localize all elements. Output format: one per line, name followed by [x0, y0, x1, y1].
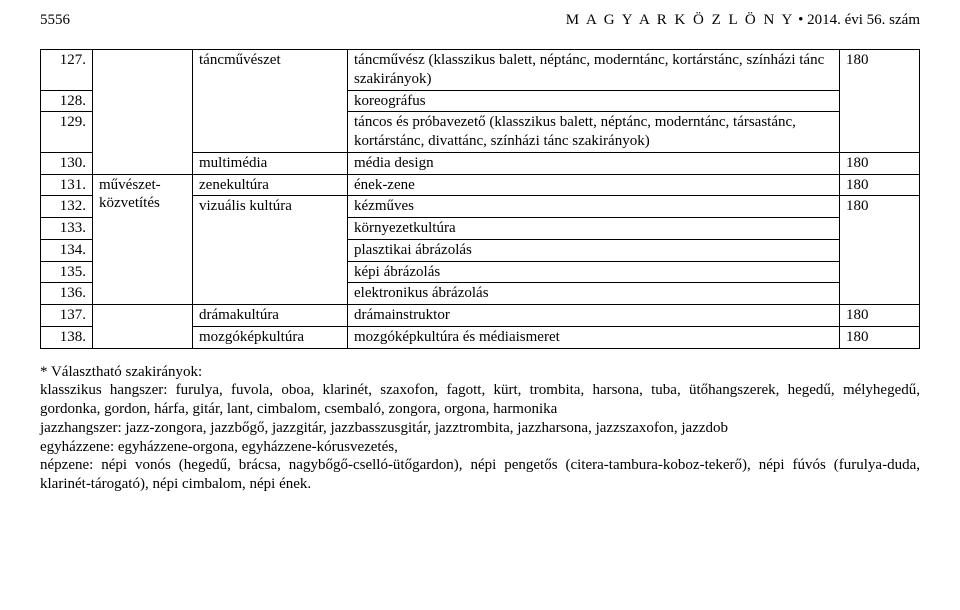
- cell-blank: [93, 305, 193, 349]
- cell-c5: 180: [840, 152, 920, 174]
- row-num: 135.: [41, 261, 93, 283]
- cell-c5: 180: [840, 174, 920, 196]
- cell-c4: ének-zene: [348, 174, 840, 196]
- footnote-line: népzene: népi vonós (hegedű, brácsa, nag…: [40, 456, 920, 494]
- publication-name: M A G Y A R K Ö Z L Ö N Y: [566, 12, 795, 28]
- page-number: 5556: [40, 12, 70, 29]
- cell-c3: táncművészet: [193, 50, 348, 153]
- row-num: 130.: [41, 152, 93, 174]
- footnote-line: klasszikus hangszer: furulya, fuvola, ob…: [40, 381, 920, 419]
- publication-title: M A G Y A R K Ö Z L Ö N Y • 2014. évi 56…: [566, 12, 920, 29]
- row-num: 138.: [41, 326, 93, 348]
- row-num: 132.: [41, 196, 93, 218]
- cell-c4: drámainstruktor: [348, 305, 840, 327]
- row-num: 129.: [41, 112, 93, 153]
- cell-c4: táncos és próbavezető (klasszikus balett…: [348, 112, 840, 153]
- table-row: 131. művészet-közvetítés zenekultúra éne…: [41, 174, 920, 196]
- cell-c5: 180: [840, 50, 920, 153]
- cell-c4: táncművész (klasszikus balett, néptánc, …: [348, 50, 840, 91]
- row-num: 128.: [41, 90, 93, 112]
- cell-c3: vizuális kultúra: [193, 196, 348, 305]
- footnote-line: egyházzene: egyházzene-orgona, egyházzen…: [40, 438, 920, 457]
- row-num: 133.: [41, 218, 93, 240]
- row-num: 134.: [41, 239, 93, 261]
- cell-blank: [93, 50, 193, 175]
- cell-c5: 180: [840, 305, 920, 327]
- cell-c4: plasztikai ábrázolás: [348, 239, 840, 261]
- cell-c3: zenekultúra: [193, 174, 348, 196]
- table-row: 127. táncművészet táncművész (klasszikus…: [41, 50, 920, 91]
- footnote-block: * Választható szakirányok: klasszikus ha…: [40, 363, 920, 494]
- cell-c4: média design: [348, 152, 840, 174]
- row-num: 136.: [41, 283, 93, 305]
- footnote-line: jazzhangszer: jazz-zongora, jazzbőgő, ja…: [40, 419, 920, 438]
- table-row: 137. drámakultúra drámainstruktor 180: [41, 305, 920, 327]
- cell-c4: környezetkultúra: [348, 218, 840, 240]
- cell-c4: mozgóképkultúra és médiaismeret: [348, 326, 840, 348]
- cell-c4: képi ábrázolás: [348, 261, 840, 283]
- cell-c2: művészet-közvetítés: [93, 174, 193, 305]
- cell-c3: drámakultúra: [193, 305, 348, 327]
- cell-c4: koreográfus: [348, 90, 840, 112]
- cell-c4: kézműves: [348, 196, 840, 218]
- cell-c3: mozgóképkultúra: [193, 326, 348, 348]
- publication-issue: • 2014. évi 56. szám: [794, 12, 920, 28]
- cell-c3: multimédia: [193, 152, 348, 174]
- cell-c5: 180: [840, 326, 920, 348]
- cell-c5: 180: [840, 196, 920, 305]
- data-table: 127. táncművészet táncművész (klasszikus…: [40, 49, 920, 349]
- page-header: 5556 M A G Y A R K Ö Z L Ö N Y • 2014. é…: [40, 12, 920, 29]
- cell-c4: elektronikus ábrázolás: [348, 283, 840, 305]
- row-num: 137.: [41, 305, 93, 327]
- footnote-line: * Választható szakirányok:: [40, 363, 920, 382]
- row-num: 127.: [41, 50, 93, 91]
- row-num: 131.: [41, 174, 93, 196]
